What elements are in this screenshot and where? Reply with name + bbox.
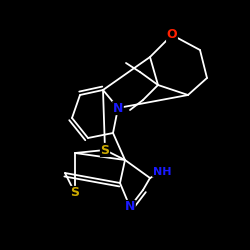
- Text: S: S: [70, 186, 80, 200]
- Text: S: S: [100, 144, 110, 156]
- Text: O: O: [167, 28, 177, 42]
- Text: N: N: [125, 200, 135, 213]
- Text: NH: NH: [153, 167, 171, 177]
- Text: N: N: [113, 102, 123, 114]
